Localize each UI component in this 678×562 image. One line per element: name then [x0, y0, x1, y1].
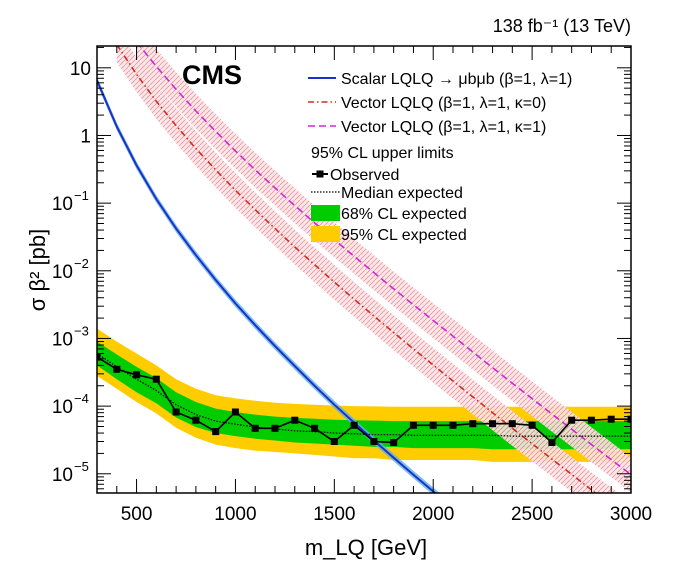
observed-point [390, 439, 398, 446]
y-tick-label-exponent: −2 [74, 256, 89, 271]
x-tick-label: 2500 [511, 504, 553, 525]
legend-swatch-95 [311, 226, 340, 242]
observed-point [192, 416, 200, 424]
observed-point [528, 421, 536, 429]
observed-point [212, 428, 220, 436]
y-tick-label-exponent: −5 [74, 459, 89, 474]
y-tick-label: 1 [80, 126, 91, 147]
lumi-label: 138 fb⁻¹ (13 TeV) [493, 16, 631, 36]
x-tick-label: 500 [121, 504, 153, 525]
observed-point [133, 371, 141, 379]
y-tick-label: 10 [52, 194, 73, 215]
legend-label-68: 68% CL expected [341, 206, 467, 223]
observed-point [291, 416, 299, 424]
legend: Scalar LQLQ → μbμb (β=1, λ=1) Vector LQL… [308, 71, 572, 244]
cms-label: CMS [182, 60, 242, 90]
y-tick-label: 10 [52, 329, 73, 350]
observed-point [607, 415, 615, 423]
legend-swatch-observed-marker [316, 170, 324, 178]
x-tick-label: 1500 [313, 504, 355, 525]
observed-point [469, 420, 477, 428]
y-tick-label: 10 [52, 262, 73, 283]
observed-point [508, 420, 516, 428]
observed-point [409, 421, 417, 429]
observed-point [587, 416, 595, 424]
vector-kappa1-curve [138, 46, 631, 476]
observed-point [489, 420, 497, 428]
y-tick-label-exponent: −4 [74, 391, 89, 406]
observed-point [627, 415, 631, 423]
observed-point [350, 421, 358, 429]
observed-point [113, 365, 121, 373]
y-axis-title-text: σ β² [pb] [25, 229, 50, 311]
legend-label-vector-kappa1: Vector LQLQ (β=1, λ=1, κ=1) [341, 119, 546, 136]
observed-point [271, 424, 279, 432]
observed-point [370, 438, 378, 445]
observed-point [568, 416, 576, 424]
y-tick-label-exponent: −1 [74, 188, 89, 203]
legend-label-scalar: Scalar LQLQ → μbμb (β=1, λ=1) [341, 71, 572, 88]
scalar-curve [97, 80, 437, 493]
observed-point [548, 439, 556, 446]
y-tick-label: 10 [52, 397, 73, 418]
observed-line [97, 356, 631, 444]
legend-label-median: Median expected [341, 185, 463, 202]
plot-frame [96, 45, 632, 494]
x-tick-label: 1000 [214, 504, 256, 525]
observed-point [449, 421, 457, 429]
y-tick-label: 10 [52, 465, 73, 486]
legend-swatch-68 [311, 205, 340, 221]
legend-title: 95% CL upper limits [311, 145, 454, 162]
observed-point [172, 408, 180, 416]
legend-label-vector-kappa0: Vector LQLQ (β=1, λ=1, κ=0) [341, 95, 546, 112]
vector-kappa1-band [136, 46, 631, 493]
legend-label-95: 95% CL expected [341, 227, 467, 244]
y-tick-label-exponent: −3 [74, 323, 89, 338]
observed-point [152, 375, 160, 383]
observed-point [429, 421, 437, 429]
vector-kappa0-curve [116, 46, 598, 493]
observed-point [311, 424, 319, 432]
observed-point [251, 424, 259, 432]
y-tick-label: 10 [70, 59, 91, 80]
observed-point [97, 353, 101, 361]
x-axis-title: m_LQ [GeV] [305, 535, 427, 560]
legend-label-observed: Observed [330, 167, 399, 184]
x-tick-label: 2000 [412, 504, 454, 525]
x-tick-label: 3000 [610, 504, 652, 525]
observed-point [231, 408, 239, 416]
observed-point [330, 438, 338, 445]
y-axis-title: σ β² [pb] [25, 229, 50, 311]
